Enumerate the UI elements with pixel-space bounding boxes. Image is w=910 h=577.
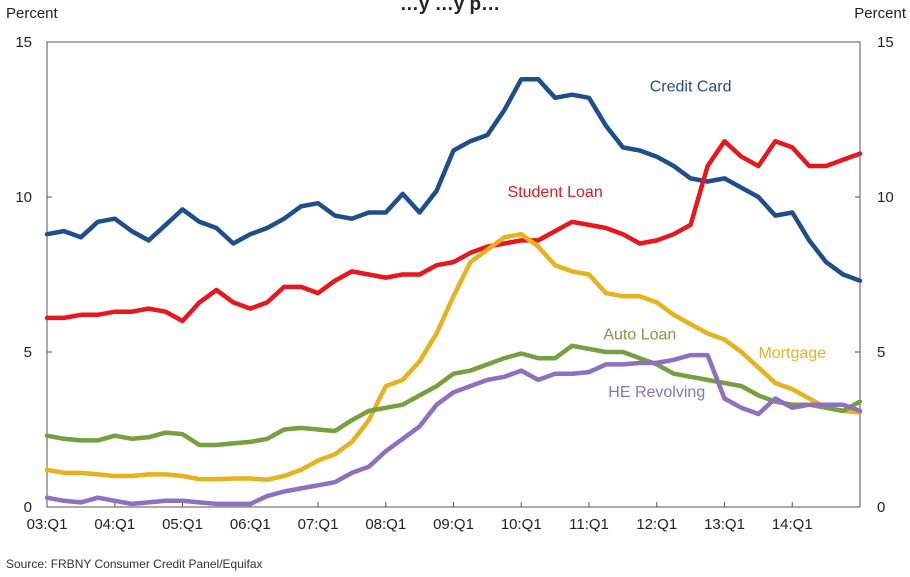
y-tick-label-left: 0 [24, 499, 32, 516]
series-label-mortgage: Mortgage [758, 345, 826, 362]
axes [46, 41, 861, 508]
y-tick-label-right: 10 [877, 189, 894, 206]
y-tick-label-left: 5 [24, 344, 32, 361]
x-tick-label: 10:Q1 [501, 516, 542, 533]
series-labels: Credit Card Student Loan Mortgage Auto Loan… [508, 79, 827, 401]
x-tick-label: 04:Q1 [94, 516, 135, 533]
series-line-student-loan [44, 138, 863, 324]
series-label-auto-loan: Auto Loan [603, 327, 676, 344]
y-tick-label-left: 10 [15, 189, 32, 206]
y-axis-title-left: Percent [6, 5, 59, 22]
series-label-he-revolving: HE Revolving [608, 384, 705, 401]
chart-title: …y …y p… [400, 0, 500, 15]
x-tick-label: 12:Q1 [636, 516, 677, 533]
x-tick-label: 05:Q1 [162, 516, 203, 533]
x-tick-label: 06:Q1 [230, 516, 271, 533]
x-tick-label: 07:Q1 [298, 516, 339, 533]
x-tick-label: 13:Q1 [704, 516, 745, 533]
series-line-credit-card [44, 76, 863, 283]
source-note: Source: FRBNY Consumer Credit Panel/Equi… [6, 557, 263, 571]
y-tick-label-left: 15 [15, 34, 32, 51]
x-tick-label: 03:Q1 [27, 516, 68, 533]
plot-frame [46, 41, 861, 508]
x-tick-label: 14:Q1 [772, 516, 813, 533]
x-tick-label: 11:Q1 [569, 516, 609, 533]
series-label-student-loan: Student Loan [508, 184, 603, 201]
y-tick-label-right: 5 [877, 344, 885, 361]
y-tick-label-right: 0 [877, 499, 885, 516]
series-line-auto-loan [44, 343, 863, 448]
x-tick-label: 08:Q1 [365, 516, 406, 533]
y-tick-label-right: 15 [877, 34, 894, 51]
tick-labels: 0 0 5 5 10 10 15 15 03:Q1 04:Q1 05:Q1 06:Q1 07:Q1 08:… [15, 34, 893, 533]
x-tick-label: 09:Q1 [433, 516, 474, 533]
y-axis-title-right: Percent [854, 5, 907, 22]
series-line-he-revolving [44, 352, 863, 507]
series-line-mortgage [44, 231, 863, 482]
series-lines [44, 76, 863, 507]
series-label-credit-card: Credit Card [650, 79, 732, 96]
